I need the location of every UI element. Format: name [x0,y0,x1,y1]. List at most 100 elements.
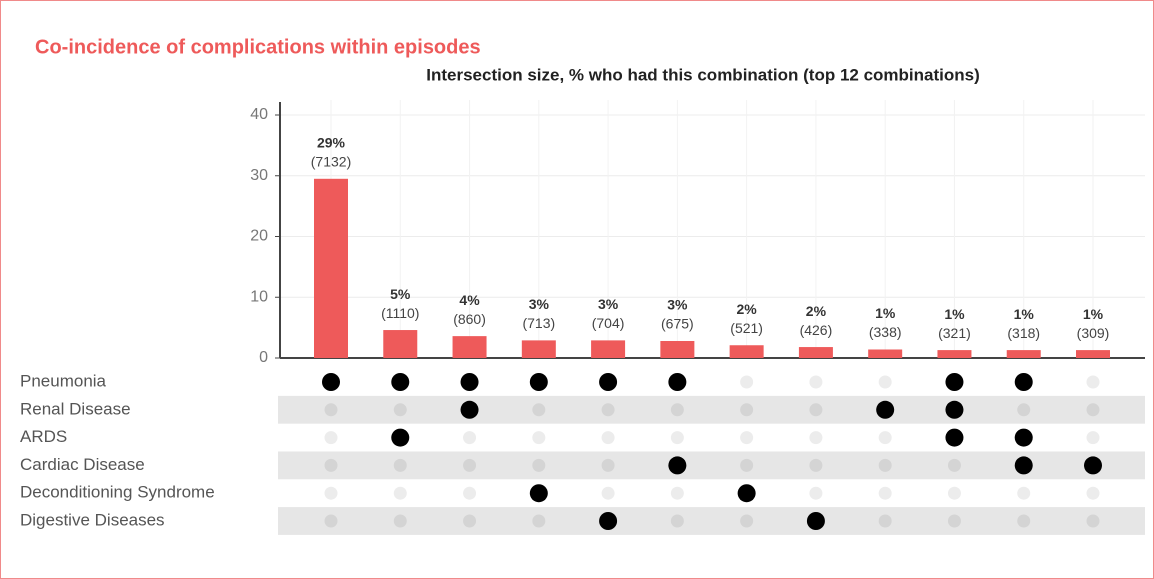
chart-subtitle: Intersection size, % who had this combin… [426,65,980,84]
count-label: (7132) [311,153,351,169]
value-label: 3% [529,296,550,312]
count-label: (321) [938,325,971,341]
set-label: Digestive Diseases [20,510,165,529]
empty-dot [532,431,546,445]
empty-dot [947,458,961,472]
empty-dot [878,458,892,472]
empty-dot [463,514,477,528]
value-label: 1% [1083,306,1104,322]
bar [1006,350,1041,358]
empty-dot [393,486,407,500]
bar [660,340,695,358]
member-dot [945,428,964,447]
empty-dot [463,486,477,500]
empty-dot [1017,403,1031,417]
member-dot [599,512,618,530]
y-tick-label: 40 [250,106,268,123]
empty-dot [670,514,684,528]
member-dot [668,456,687,475]
member-dot [945,400,964,419]
y-tick-label: 0 [259,349,268,366]
count-label: (309) [1077,325,1110,341]
y-tick-label: 30 [250,167,268,184]
value-label: 3% [667,297,688,313]
value-label: 4% [459,292,480,308]
empty-dot [1086,431,1100,445]
bar [937,350,972,358]
empty-dot [463,431,477,445]
bar [383,330,418,358]
set-label: ARDS [20,427,67,446]
empty-dot [1086,486,1100,500]
count-label: (704) [592,315,625,331]
empty-dot [740,431,754,445]
empty-dot [809,486,823,500]
count-label: (860) [453,311,486,327]
value-label: 1% [1014,306,1035,322]
empty-dot [809,375,823,389]
y-tick-label: 10 [250,288,268,305]
row-band [278,451,1145,480]
value-label: 2% [806,303,827,319]
bar [452,336,487,358]
chart-title: Co-incidence of complications within epi… [35,36,481,58]
empty-dot [601,458,615,472]
bar [1076,350,1110,358]
count-label: (675) [661,316,694,332]
empty-dot [947,486,961,500]
member-dot [460,373,479,391]
empty-dot [324,458,338,472]
empty-dot [324,403,338,417]
member-dot [391,428,410,447]
empty-dot [878,431,892,445]
bar [729,345,764,358]
empty-dot [878,514,892,528]
member-dot [391,373,410,391]
member-dot [945,373,964,391]
member-dot [1084,456,1102,475]
empty-dot [670,403,684,417]
empty-dot [1086,514,1100,528]
empty-dot [740,375,754,389]
empty-dot [393,458,407,472]
empty-dot [740,514,754,528]
empty-dot [601,431,615,445]
empty-dot [740,403,754,417]
empty-dot [670,431,684,445]
member-dot [876,400,895,419]
member-dot [460,400,479,419]
member-dot [599,373,618,391]
empty-dot [393,403,407,417]
member-dot [1014,456,1033,475]
member-dot [529,484,548,503]
empty-dot [532,458,546,472]
empty-dot [463,458,477,472]
member-dot [737,484,756,503]
value-label: 1% [875,305,896,321]
member-dot [806,512,825,530]
empty-dot [393,514,407,528]
bar [591,340,626,358]
empty-dot [601,486,615,500]
bar [521,340,556,358]
empty-dot [1017,486,1031,500]
empty-dot [324,431,338,445]
value-label: 5% [390,286,411,302]
empty-dot [601,403,615,417]
member-dot [1014,373,1033,391]
count-label: (713) [522,315,555,331]
member-dot [322,373,340,391]
empty-dot [532,514,546,528]
count-label: (318) [1007,325,1040,341]
count-label: (521) [730,320,763,336]
empty-dot [809,458,823,472]
member-dot [668,373,687,391]
value-label: 3% [598,296,619,312]
bar [868,349,903,358]
set-label: Cardiac Disease [20,455,145,474]
value-label: 1% [944,306,965,322]
bar [314,178,348,358]
bar [798,347,833,358]
